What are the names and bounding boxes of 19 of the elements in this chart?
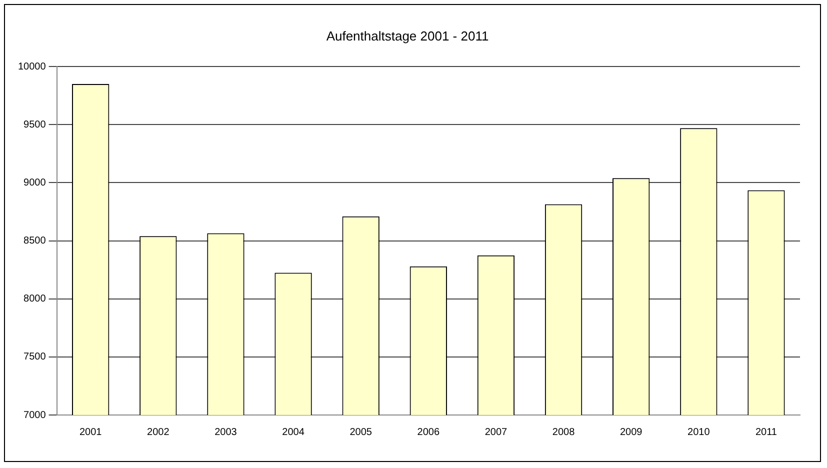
x-tick-label: 2010 [688,426,710,438]
y-tick-label: 8500 [24,236,46,247]
x-tick-label: 2003 [214,426,238,438]
x-tick-label: 2009 [620,426,643,438]
x-tick-label: 2001 [79,426,102,438]
y-tick-label: 9500 [24,119,46,130]
y-tick-label: 9000 [24,177,46,188]
y-tick-label: 10000 [18,61,46,72]
x-tick-label: 2008 [552,426,576,438]
y-tick-label: 8000 [24,294,46,305]
chart-title: Aufenthaltstage 2001 - 2011 [326,28,489,44]
x-tick-label: 2004 [282,426,305,438]
x-tick-label: 2002 [147,426,170,438]
x-tick-label: 2005 [350,426,372,438]
y-tick-label: 7500 [24,352,46,363]
y-tick-label: 7000 [24,410,46,421]
x-tick-label: 2007 [484,426,508,438]
x-tick-label: 2006 [417,426,440,438]
x-tick-label: 2011 [755,426,778,438]
